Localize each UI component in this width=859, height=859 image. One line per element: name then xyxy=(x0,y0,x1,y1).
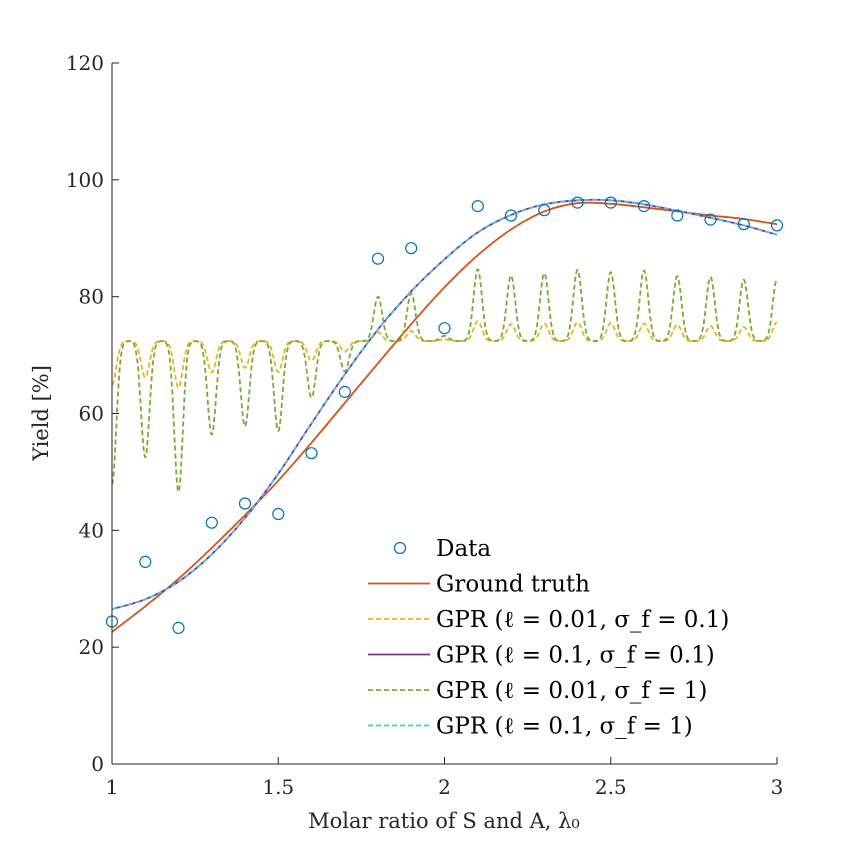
data-point xyxy=(205,516,218,529)
series-line-gpr-0-1-f-1 xyxy=(111,198,778,611)
y-tick-label: 0 xyxy=(91,752,104,776)
y-tick-label: 120 xyxy=(66,51,104,75)
legend-label: GPR (ℓ = 0.1, σ_f = 1) xyxy=(436,714,693,740)
legend-item-gpr-0-1-f-1: GPR (ℓ = 0.1, σ_f = 1) xyxy=(368,714,693,740)
x-tick-label: 3 xyxy=(771,775,784,799)
data-point xyxy=(305,447,318,460)
y-ticks: 0 20 40 60 80 100 120 xyxy=(66,51,119,776)
data-point xyxy=(272,507,285,521)
y-axis-label: Yield [%] xyxy=(29,365,53,462)
data-point xyxy=(571,196,584,209)
legend-label: GPR (ℓ = 0.01, σ_f = 1) xyxy=(436,678,707,704)
legend-item-ground-truth: Ground truth xyxy=(368,572,590,598)
x-tick-label: 1.5 xyxy=(262,775,294,799)
legend-swatch xyxy=(393,541,407,555)
y-tick-label: 100 xyxy=(66,168,104,192)
data-point xyxy=(338,385,351,398)
series-line-ground-truth xyxy=(111,201,778,633)
legend-item-gpr-0-01-f-0-1: GPR (ℓ = 0.01, σ_f = 0.1) xyxy=(368,607,729,633)
data-point xyxy=(538,204,551,217)
data-point xyxy=(371,252,385,265)
plot-lines xyxy=(111,198,778,633)
legend-item-gpr-0-01-f-1: GPR (ℓ = 0.01, σ_f = 1) xyxy=(368,678,707,704)
series-line-gpr-0-01-f-1 xyxy=(111,268,778,493)
data-point xyxy=(438,322,451,335)
data-point xyxy=(504,209,518,222)
data-point xyxy=(471,200,484,213)
x-ticks: 1 1.5 2 2.5 3 xyxy=(106,757,784,799)
legend-label: Ground truth xyxy=(436,572,590,598)
data-point xyxy=(405,242,418,255)
x-tick-label: 1 xyxy=(106,775,119,799)
legend-label: Data xyxy=(436,536,491,562)
data-point xyxy=(172,621,185,635)
data-point xyxy=(671,209,684,222)
legend-item-data: Data xyxy=(393,536,491,562)
series-line-gpr-0-01-f-0-1 xyxy=(111,320,778,389)
y-tick-label: 20 xyxy=(79,635,104,659)
legend: Data Ground truth GPR (ℓ = 0.01, σ_f = 0.1… xyxy=(368,536,729,740)
data-point xyxy=(737,218,750,231)
data-point xyxy=(238,497,252,510)
legend-item-gpr-0-1-f-0-1: GPR (ℓ = 0.1, σ_f = 0.1) xyxy=(368,643,715,669)
x-axis-label: Molar ratio of S and A, λ₀ xyxy=(308,809,580,833)
data-point xyxy=(637,200,651,213)
y-tick-label: 60 xyxy=(79,402,104,426)
x-tick-label: 2.5 xyxy=(595,775,627,799)
data-point xyxy=(704,213,717,226)
data-point xyxy=(770,219,784,232)
data-point xyxy=(139,555,152,569)
y-tick-label: 80 xyxy=(79,285,104,309)
legend-label: GPR (ℓ = 0.01, σ_f = 0.1) xyxy=(436,607,729,633)
plot-markers xyxy=(105,196,784,635)
legend-label: GPR (ℓ = 0.1, σ_f = 0.1) xyxy=(436,643,715,669)
data-point xyxy=(604,196,617,209)
y-tick-label: 40 xyxy=(79,518,104,542)
x-tick-label: 2 xyxy=(438,775,451,799)
